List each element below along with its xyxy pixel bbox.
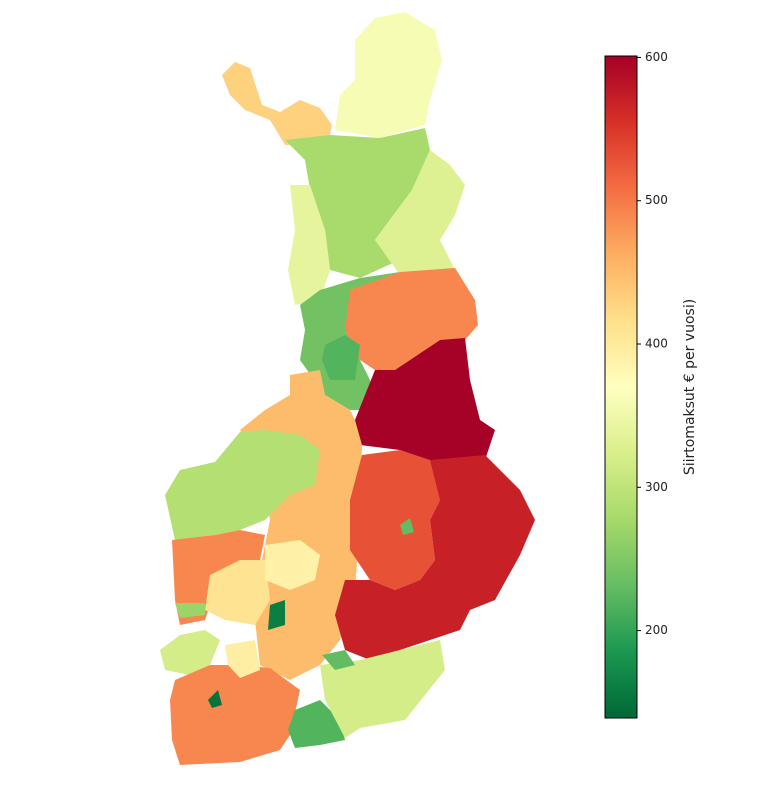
region [160,630,220,675]
region [335,12,442,138]
region [268,600,285,630]
colorbar [604,55,638,719]
region [322,335,360,380]
region [165,430,320,540]
region [265,540,320,590]
region [288,185,330,305]
region [335,455,535,660]
region [345,268,478,370]
region [375,150,465,275]
map [160,12,535,765]
region [225,640,260,678]
region [288,700,345,748]
colorbar-tick-label: 500 [645,193,668,207]
region [355,338,495,465]
region [285,128,430,278]
region [350,450,445,590]
region [205,560,270,625]
colorbar-tick-label: 200 [645,623,668,637]
colorbar-label: Siirtomaksut € per vuosi) [682,299,698,475]
colorbar-tick-label: 600 [645,50,668,64]
region [170,665,300,765]
colorbar-tick-label: 300 [645,480,668,494]
region [175,603,205,618]
region [322,650,355,670]
colorbar-tick-label: 400 [645,337,668,351]
region [222,62,332,145]
region [400,518,414,535]
region [208,690,222,708]
